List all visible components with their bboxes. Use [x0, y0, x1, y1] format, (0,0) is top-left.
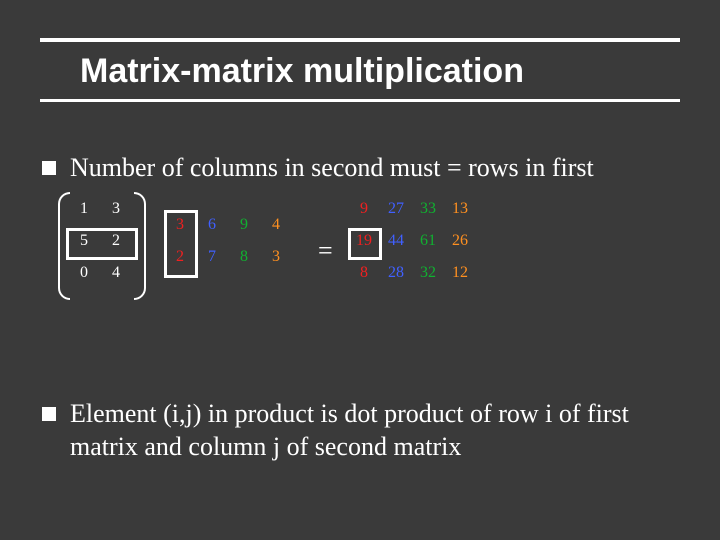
slide: Matrix-matrix multiplication Number of c…	[0, 0, 720, 540]
matrix-c-cell: 33	[414, 200, 442, 218]
matrix-a-cell: 3	[102, 200, 130, 218]
matrix-b-cell: 9	[230, 216, 258, 234]
title-block: Matrix-matrix multiplication	[40, 38, 680, 102]
matrix-figure: 13520436942783=9273313194461268283212	[70, 196, 650, 316]
matrix-c-cell: 9	[350, 200, 378, 218]
matrix-a-cell: 0	[70, 264, 98, 282]
highlight-col-b	[164, 210, 198, 278]
matrix-c-cell: 13	[446, 200, 474, 218]
matrix-b-cell: 7	[198, 248, 226, 266]
bullet-icon	[42, 161, 56, 175]
matrix-b-cell: 4	[262, 216, 290, 234]
bullet-1-text: Number of columns in second must = rows …	[70, 152, 680, 185]
equals-sign: =	[318, 236, 333, 266]
highlight-row-a	[66, 228, 138, 260]
matrix-c-cell: 61	[414, 232, 442, 250]
matrix-c-cell: 32	[414, 264, 442, 282]
matrix-c-cell: 28	[382, 264, 410, 282]
matrix-b-cell: 6	[198, 216, 226, 234]
slide-title: Matrix-matrix multiplication	[40, 42, 680, 99]
bullet-icon	[42, 407, 56, 421]
matrix-c-cell: 27	[382, 200, 410, 218]
matrix-a-cell: 1	[70, 200, 98, 218]
title-rule-bottom	[40, 99, 680, 102]
matrix-b-cell: 8	[230, 248, 258, 266]
matrix-c-cell: 44	[382, 232, 410, 250]
matrix-a-cell: 4	[102, 264, 130, 282]
matrix-b-cell: 3	[262, 248, 290, 266]
bullet-2: Element (i,j) in product is dot product …	[42, 398, 680, 463]
bullet-2-text: Element (i,j) in product is dot product …	[70, 398, 680, 463]
matrix-c-cell: 8	[350, 264, 378, 282]
highlight-cell-c	[348, 228, 382, 260]
matrix-c-cell: 26	[446, 232, 474, 250]
bullet-1: Number of columns in second must = rows …	[42, 152, 680, 185]
matrix-c-cell: 12	[446, 264, 474, 282]
